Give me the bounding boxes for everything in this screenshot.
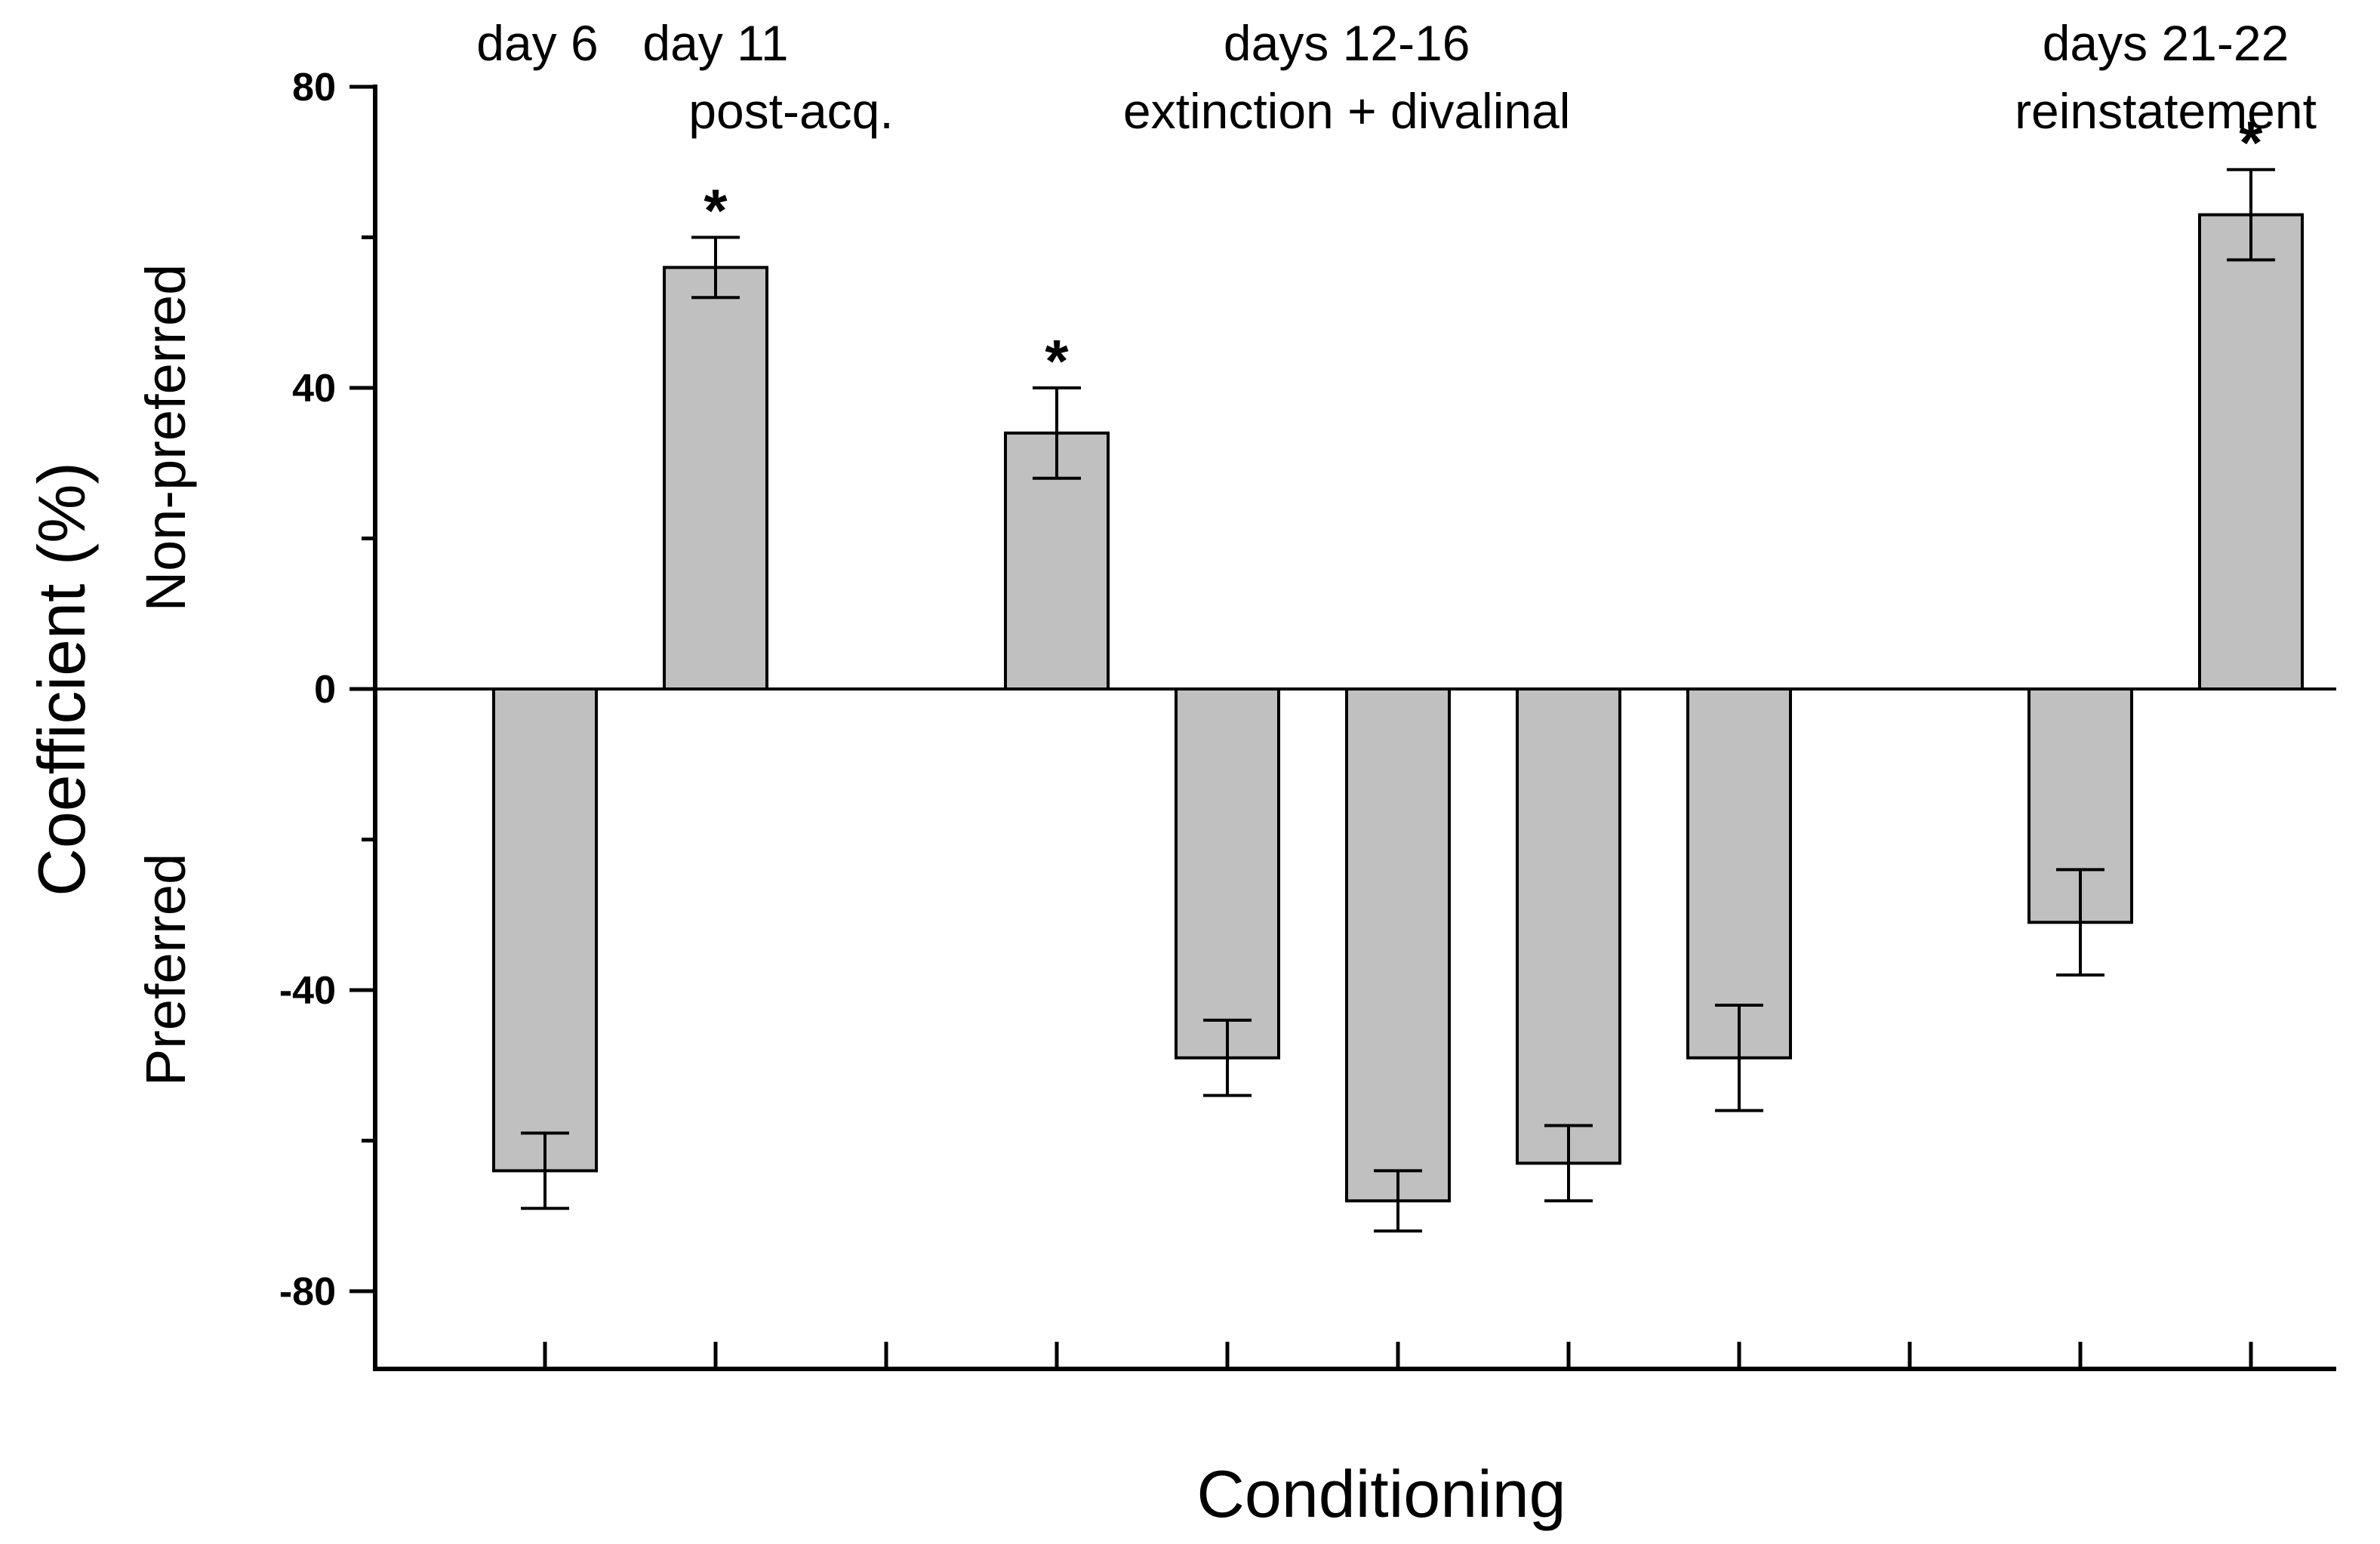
y-tick-label: 0 [314, 668, 336, 712]
y-tick-label: 80 [292, 66, 336, 109]
group-label: day 11 [642, 15, 788, 71]
significance-star: * [2239, 109, 2263, 177]
bar [663, 266, 768, 690]
bar [2198, 213, 2304, 690]
error-bar [1715, 1003, 1763, 1112]
y-tick-label: -80 [279, 1270, 336, 1314]
x-axis-title: Conditioning [1196, 1456, 1566, 1531]
error-bars-layer [521, 168, 2275, 1233]
bar [1175, 687, 1280, 1060]
error-bar [2056, 868, 2104, 977]
bar [1516, 687, 1621, 1165]
group-label: extinction + divalinal [1123, 83, 1571, 139]
error-bar [1203, 1018, 1252, 1097]
bar [1686, 687, 1792, 1060]
group-label: post-acq. [688, 83, 893, 139]
error-bar [691, 235, 740, 300]
y-axis-lower-label: Preferred [134, 854, 197, 1086]
ticks-layer: 80 40 0 -40 -80 [279, 66, 2253, 1369]
error-bar [2227, 168, 2275, 262]
error-bar [1544, 1124, 1593, 1203]
significance-star: * [1045, 328, 1069, 395]
bar [492, 687, 598, 1173]
y-axis-upper-label: Non-preferred [134, 264, 197, 612]
group-label: reinstatement [2015, 83, 2317, 139]
error-bar [521, 1131, 569, 1210]
group-label: days 21-22 [2043, 15, 2289, 71]
significance-markers: * * * [704, 109, 2263, 395]
bar [1345, 687, 1451, 1203]
y-axis-title: Coefficient (%) [24, 462, 99, 896]
axes-layer [373, 85, 2336, 1371]
error-bar [1374, 1169, 1422, 1233]
bars-layer [492, 213, 2304, 1203]
y-tick-label: 40 [292, 367, 336, 411]
y-tick-label: -40 [279, 969, 336, 1013]
significance-star: * [704, 177, 728, 245]
error-bar [1033, 386, 1081, 480]
condition-group-labels: day 6 day 11 post-acq. days 12-16 extinction… [476, 15, 2317, 139]
group-label: day 6 [476, 15, 598, 71]
group-label: days 12-16 [1224, 15, 1470, 71]
